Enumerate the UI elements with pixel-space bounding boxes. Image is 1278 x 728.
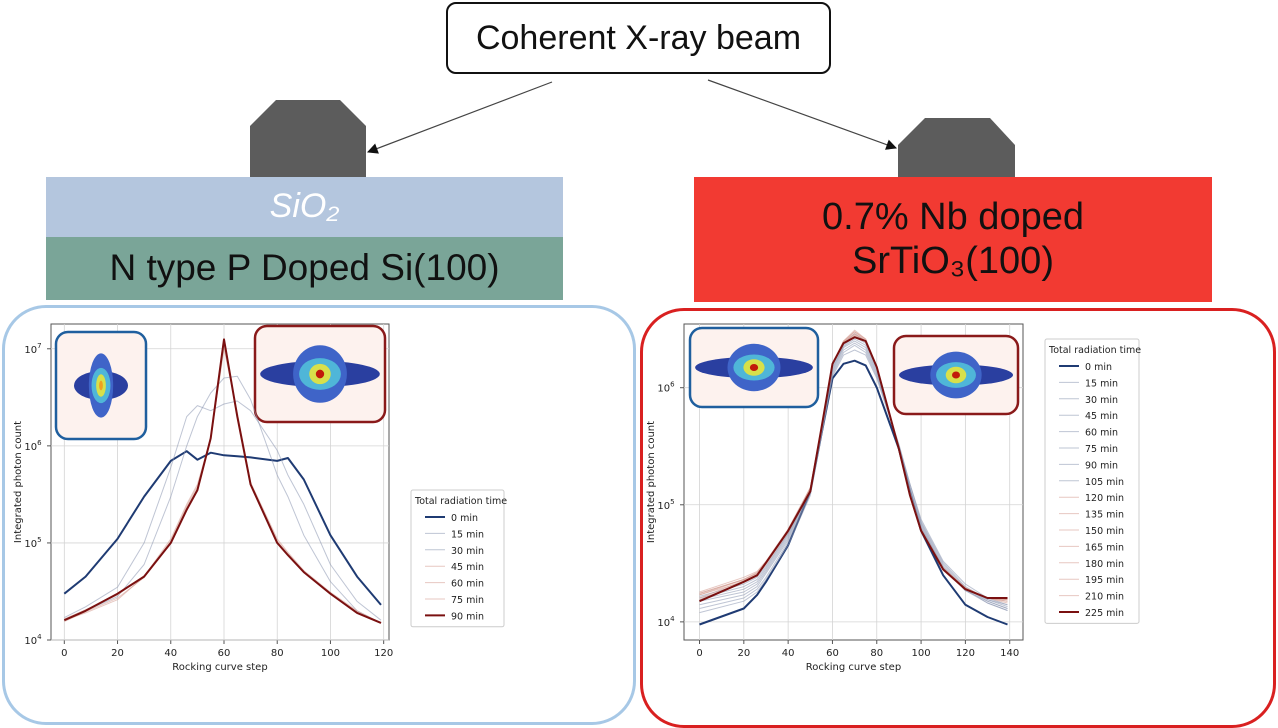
x-tick-label: 0 <box>61 648 67 659</box>
legend-label: 180 min <box>1085 559 1124 570</box>
pre-radiation-diffraction-inset-core <box>99 380 103 391</box>
series-line-30-min <box>699 344 1008 609</box>
x-tick-label: 20 <box>111 648 124 659</box>
y-tick-exponent: 7 <box>37 342 41 350</box>
legend-label: 120 min <box>1085 493 1124 504</box>
x-tick-label: 0 <box>696 648 702 659</box>
x-tick-label: 120 <box>374 648 393 659</box>
legend-label: 135 min <box>1085 510 1124 521</box>
legend-label: 90 min <box>1085 460 1118 471</box>
legend-label: 150 min <box>1085 526 1124 537</box>
pre-radiation-diffraction-inset <box>688 326 820 409</box>
beam-label: Coherent X-ray beam <box>446 2 831 74</box>
post-radiation-diffraction-inset-core <box>315 369 325 379</box>
legend-box <box>1044 338 1140 624</box>
series-line-45-min <box>699 342 1008 609</box>
y-tick-exponent: 6 <box>670 381 675 389</box>
y-tick-exponent: 5 <box>37 536 41 544</box>
legend-label: 210 min <box>1085 592 1124 603</box>
legend-label: 225 min <box>1085 608 1124 619</box>
pre-radiation-diffraction-inset <box>54 330 148 441</box>
y-axis-label: Integrated photon count <box>646 421 657 543</box>
sto-label-line1: 0.7% Nb doped <box>822 195 1084 238</box>
right-sample-probe <box>898 118 1015 177</box>
arrow-right <box>707 79 898 150</box>
y-tick-label: 104 <box>657 615 675 629</box>
legend-label: 195 min <box>1085 575 1124 586</box>
legend-box <box>410 489 505 628</box>
x-tick-label: 80 <box>870 648 883 659</box>
arrow-left <box>366 81 553 154</box>
legend-label: 0 min <box>451 513 478 524</box>
si-substrate-layer: N type P Doped Si(100) <box>46 237 563 300</box>
legend-label: 60 min <box>1085 428 1118 439</box>
series-line-0-min <box>63 450 382 606</box>
legend-label: 75 min <box>1085 444 1118 455</box>
x-tick-label: 120 <box>956 648 975 659</box>
legend-label: 75 min <box>451 595 484 606</box>
post-radiation-diffraction-inset <box>892 334 1020 416</box>
pre-radiation-diffraction-inset-core <box>749 363 759 372</box>
x-tick-label: 60 <box>218 648 231 659</box>
x-axis-label: Rocking curve step <box>172 662 267 673</box>
legend-label: 30 min <box>451 546 484 557</box>
y-tick-exponent: 4 <box>37 633 42 641</box>
sio2-layer: SiO₂ <box>46 177 563 237</box>
legend-label: 30 min <box>1085 395 1118 406</box>
y-tick-exponent: 5 <box>670 498 674 506</box>
series-line-90-min <box>63 338 382 624</box>
x-tick-label: 100 <box>321 648 340 659</box>
legend-label: 45 min <box>451 562 484 573</box>
legend-label: 165 min <box>1085 542 1124 553</box>
y-tick-exponent: 4 <box>670 615 675 623</box>
legend-label: 15 min <box>1085 378 1118 389</box>
legend-label: 0 min <box>1085 362 1112 373</box>
x-tick-label: 100 <box>912 648 931 659</box>
x-tick-label: 80 <box>271 648 284 659</box>
x-tick-label: 140 <box>1000 648 1019 659</box>
legend-label: 105 min <box>1085 477 1124 488</box>
series-line-60-min <box>699 340 1008 611</box>
y-tick-exponent: 6 <box>37 439 42 447</box>
series-line-225-min <box>699 336 1008 603</box>
left-sample-probe <box>250 100 366 177</box>
beam-arrows <box>250 79 1015 177</box>
legend-label: 45 min <box>1085 411 1118 422</box>
y-tick-label: 106 <box>657 381 675 395</box>
sto-label-line2: SrTiO₃(100) <box>851 239 1054 282</box>
series-line-15-min <box>64 400 382 621</box>
x-tick-label: 40 <box>782 648 795 659</box>
x-tick-label: 60 <box>826 648 839 659</box>
series-line-0-min <box>699 359 1008 626</box>
legend-title: Total radiation time <box>1048 345 1141 356</box>
sto-rocking-curve-chart: 0 20 40 60 80 100 120 140 104 105 106 Rocking curve… <box>646 323 1141 673</box>
series-line-30-min <box>64 375 382 624</box>
x-tick-label: 20 <box>737 648 750 659</box>
legend-label: 90 min <box>451 611 484 622</box>
series-line-15-min <box>699 349 1008 614</box>
legend-title: Total radiation time <box>414 496 507 507</box>
x-axis-label: Rocking curve step <box>806 662 901 673</box>
y-tick-label: 105 <box>657 498 674 512</box>
srtio3-substrate-layer: 0.7% Nb doped SrTiO₃(100) <box>694 177 1212 302</box>
legend-label: 15 min <box>451 529 484 540</box>
x-tick-label: 40 <box>164 648 177 659</box>
post-radiation-diffraction-inset-core <box>952 371 960 379</box>
post-radiation-diffraction-inset <box>253 324 387 424</box>
y-axis-label: Integrated photon count <box>13 421 24 543</box>
legend-label: 60 min <box>451 579 484 590</box>
